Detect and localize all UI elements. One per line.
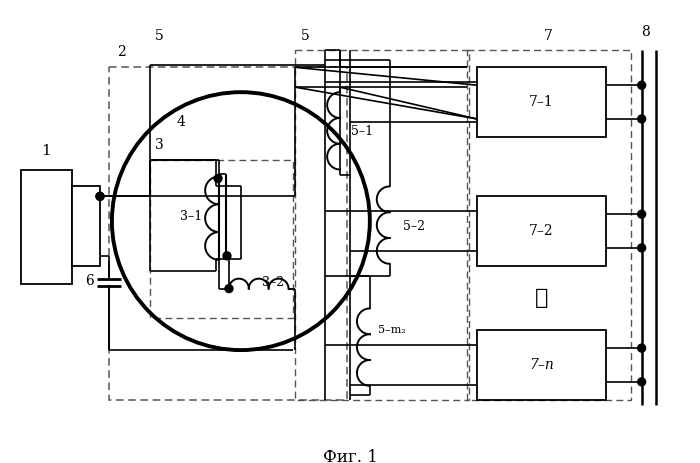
Text: 7–2: 7–2 xyxy=(529,224,554,238)
Text: 6: 6 xyxy=(85,274,94,288)
Bar xyxy=(72,187,100,266)
Text: 5: 5 xyxy=(155,29,163,43)
Text: 5–2: 5–2 xyxy=(403,219,426,232)
Text: 3–2: 3–2 xyxy=(262,276,284,289)
Text: 3: 3 xyxy=(155,138,163,152)
Text: Фиг. 1: Фиг. 1 xyxy=(323,449,377,463)
Bar xyxy=(477,196,606,266)
Bar xyxy=(467,50,631,400)
Text: 5: 5 xyxy=(300,29,309,43)
Text: 8: 8 xyxy=(641,25,650,38)
Bar xyxy=(109,67,347,400)
Circle shape xyxy=(638,344,645,352)
Circle shape xyxy=(638,244,645,252)
Text: 7: 7 xyxy=(544,29,553,43)
Text: 1: 1 xyxy=(41,144,51,157)
Circle shape xyxy=(96,192,104,200)
Text: 5–m₂: 5–m₂ xyxy=(378,325,405,335)
Text: 2: 2 xyxy=(117,45,125,59)
Bar xyxy=(477,330,606,400)
Circle shape xyxy=(96,192,104,200)
Circle shape xyxy=(214,175,222,182)
Text: 5–1: 5–1 xyxy=(351,125,373,138)
Circle shape xyxy=(638,115,645,123)
Circle shape xyxy=(638,81,645,89)
Circle shape xyxy=(638,210,645,218)
Text: 3–1: 3–1 xyxy=(180,210,202,223)
Circle shape xyxy=(225,285,233,293)
Text: 4: 4 xyxy=(177,115,186,129)
Text: ⋮: ⋮ xyxy=(535,287,548,308)
Text: 7–1: 7–1 xyxy=(529,95,554,109)
Bar xyxy=(150,160,293,319)
Bar xyxy=(477,67,606,137)
Bar xyxy=(295,50,469,400)
Circle shape xyxy=(638,378,645,386)
Bar xyxy=(20,169,72,284)
Text: 7–n: 7–n xyxy=(529,358,554,372)
Circle shape xyxy=(223,252,231,260)
